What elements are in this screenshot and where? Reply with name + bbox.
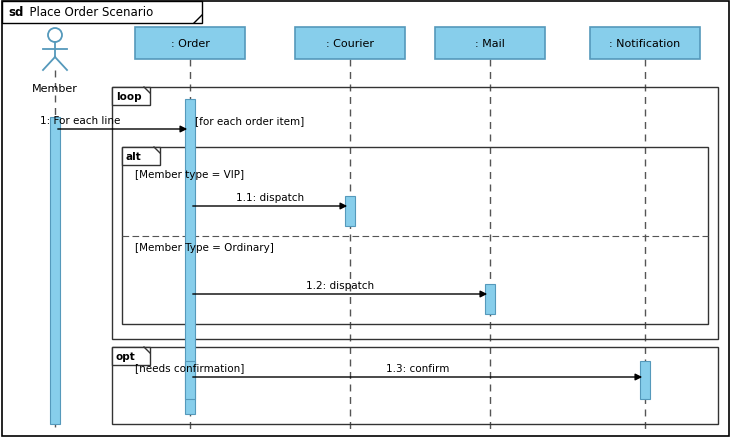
Text: : Mail: : Mail	[475, 39, 505, 49]
Bar	[435, 28, 545, 60]
Bar	[295, 28, 405, 60]
Text: 1.1: dispatch: 1.1: dispatch	[236, 193, 304, 202]
Bar	[345, 197, 355, 226]
Text: opt: opt	[116, 351, 136, 361]
Bar	[112, 347, 150, 365]
Text: 1: For each line: 1: For each line	[39, 116, 120, 126]
Bar	[112, 347, 718, 424]
Bar	[50, 118, 60, 424]
Text: 1.3: confirm: 1.3: confirm	[386, 363, 449, 373]
Text: Place Order Scenario: Place Order Scenario	[22, 7, 154, 19]
Bar	[185, 100, 195, 414]
Text: loop: loop	[116, 92, 142, 102]
Text: alt: alt	[126, 152, 142, 162]
Text: sd: sd	[8, 7, 23, 19]
Bar	[640, 361, 650, 399]
Bar	[485, 284, 495, 314]
Text: [Member Type = Ordinary]: [Member Type = Ordinary]	[135, 243, 274, 252]
Text: [for each order item]: [for each order item]	[195, 116, 304, 126]
Bar	[590, 28, 700, 60]
Bar	[122, 148, 160, 166]
Text: Member: Member	[32, 84, 78, 94]
Bar	[135, 28, 245, 60]
Text: : Courier: : Courier	[326, 39, 374, 49]
Text: [Member type = VIP]: [Member type = VIP]	[135, 170, 244, 180]
Text: [needs confirmation]: [needs confirmation]	[135, 362, 244, 372]
Bar	[122, 148, 708, 324]
Bar	[112, 88, 150, 106]
Bar	[112, 88, 718, 339]
Text: : Notification: : Notification	[610, 39, 681, 49]
Bar	[185, 361, 195, 399]
Text: : Order: : Order	[170, 39, 210, 49]
Bar	[2, 2, 202, 24]
Text: 1.2: dispatch: 1.2: dispatch	[306, 280, 374, 290]
